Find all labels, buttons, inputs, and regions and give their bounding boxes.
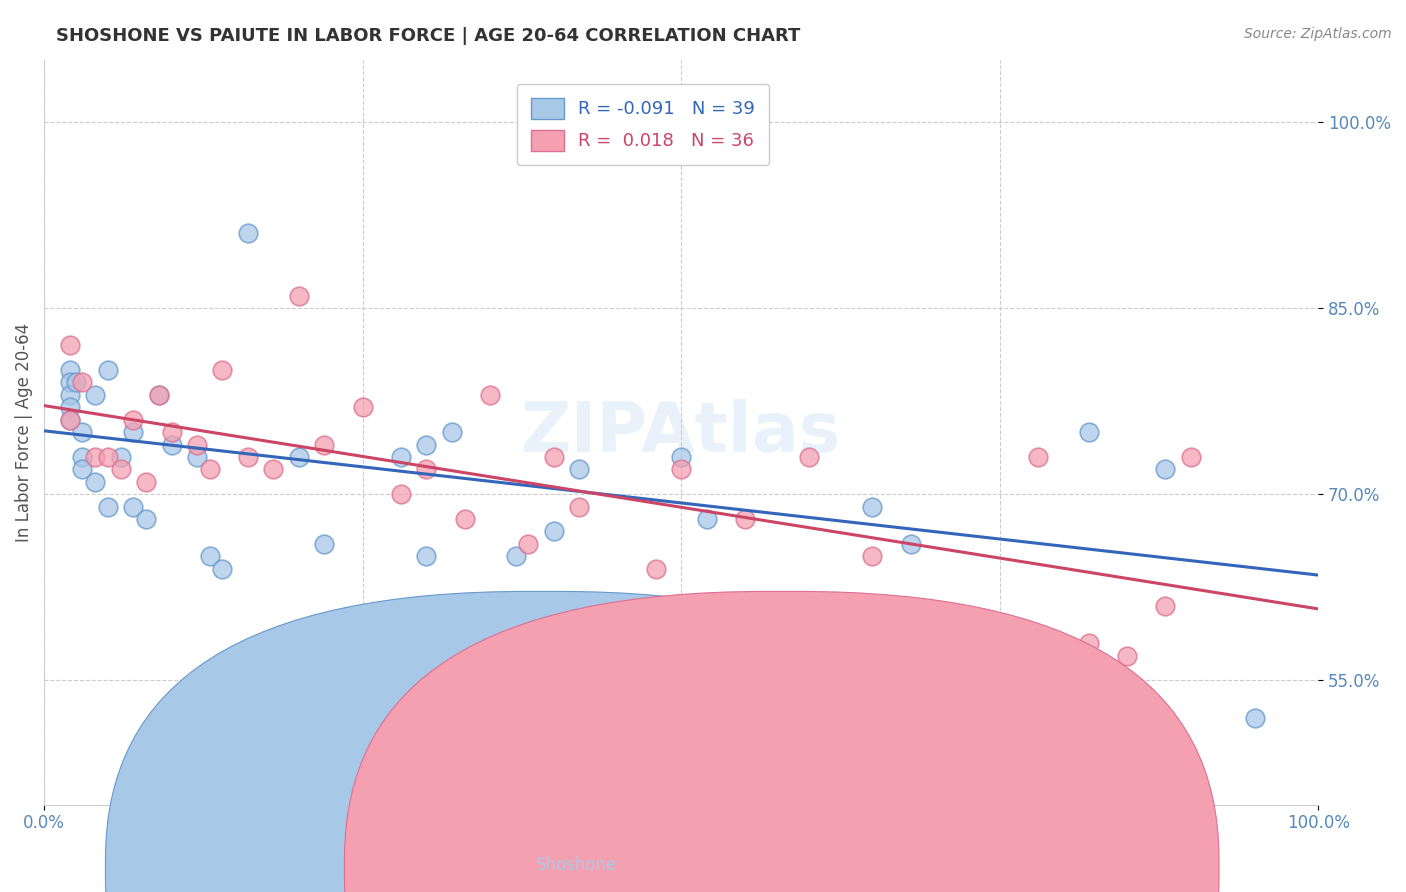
Point bbox=[58, 413, 80, 427]
Point bbox=[160, 425, 183, 439]
Point bbox=[58, 338, 80, 352]
Point bbox=[84, 450, 107, 464]
Point bbox=[72, 462, 94, 476]
Point bbox=[236, 450, 259, 464]
Point bbox=[122, 413, 145, 427]
Point bbox=[568, 462, 591, 476]
Point bbox=[900, 537, 922, 551]
Legend: R = -0.091   N = 39, R =  0.018   N = 36: R = -0.091 N = 39, R = 0.018 N = 36 bbox=[516, 84, 769, 165]
Point bbox=[440, 425, 463, 439]
Point bbox=[389, 487, 412, 501]
Point bbox=[72, 450, 94, 464]
Point bbox=[644, 562, 666, 576]
Point bbox=[211, 363, 233, 377]
Point bbox=[1026, 450, 1049, 464]
Point bbox=[797, 450, 820, 464]
Point bbox=[1243, 711, 1265, 725]
Point bbox=[389, 450, 412, 464]
Point bbox=[135, 475, 157, 489]
Point bbox=[352, 401, 374, 415]
Point bbox=[211, 562, 233, 576]
Point bbox=[860, 500, 883, 514]
Point bbox=[84, 388, 107, 402]
Point bbox=[97, 450, 120, 464]
Point bbox=[1077, 425, 1099, 439]
Point bbox=[734, 512, 756, 526]
Point bbox=[186, 437, 208, 451]
Point bbox=[160, 437, 183, 451]
Point bbox=[58, 363, 80, 377]
Point bbox=[453, 512, 475, 526]
Point bbox=[415, 437, 437, 451]
Point bbox=[97, 363, 120, 377]
Point bbox=[669, 450, 692, 464]
Point bbox=[479, 388, 502, 402]
Point bbox=[148, 388, 170, 402]
Point bbox=[97, 500, 120, 514]
Point bbox=[1154, 462, 1177, 476]
Point bbox=[72, 425, 94, 439]
Point bbox=[415, 462, 437, 476]
Point bbox=[122, 500, 145, 514]
Point bbox=[58, 388, 80, 402]
Point bbox=[568, 500, 591, 514]
Point bbox=[110, 450, 132, 464]
Point bbox=[148, 388, 170, 402]
Point bbox=[314, 537, 336, 551]
Point bbox=[1077, 636, 1099, 650]
Point bbox=[415, 549, 437, 564]
Text: Source: ZipAtlas.com: Source: ZipAtlas.com bbox=[1244, 27, 1392, 41]
Text: Shoshone: Shoshone bbox=[536, 855, 617, 873]
Point bbox=[198, 462, 221, 476]
Point bbox=[517, 537, 540, 551]
Point bbox=[186, 450, 208, 464]
Point bbox=[198, 549, 221, 564]
Point bbox=[543, 450, 565, 464]
Point bbox=[505, 549, 527, 564]
Point bbox=[288, 288, 311, 302]
Text: Paiute: Paiute bbox=[776, 855, 827, 873]
Point bbox=[135, 512, 157, 526]
Point bbox=[65, 376, 87, 390]
Point bbox=[314, 437, 336, 451]
Point bbox=[262, 462, 284, 476]
Point bbox=[860, 549, 883, 564]
Y-axis label: In Labor Force | Age 20-64: In Labor Force | Age 20-64 bbox=[15, 323, 32, 541]
Point bbox=[58, 401, 80, 415]
Point bbox=[950, 673, 973, 688]
Text: SHOSHONE VS PAIUTE IN LABOR FORCE | AGE 20-64 CORRELATION CHART: SHOSHONE VS PAIUTE IN LABOR FORCE | AGE … bbox=[56, 27, 800, 45]
Point bbox=[58, 376, 80, 390]
Point bbox=[110, 462, 132, 476]
Point bbox=[58, 413, 80, 427]
Point bbox=[236, 227, 259, 241]
Point bbox=[84, 475, 107, 489]
Point bbox=[669, 462, 692, 476]
Point bbox=[1116, 648, 1139, 663]
Point bbox=[1180, 450, 1202, 464]
Point bbox=[696, 512, 718, 526]
Point bbox=[72, 376, 94, 390]
Point bbox=[122, 425, 145, 439]
Point bbox=[288, 450, 311, 464]
Point bbox=[1154, 599, 1177, 613]
Point bbox=[543, 524, 565, 539]
Text: ZIPAtlas: ZIPAtlas bbox=[522, 399, 841, 466]
